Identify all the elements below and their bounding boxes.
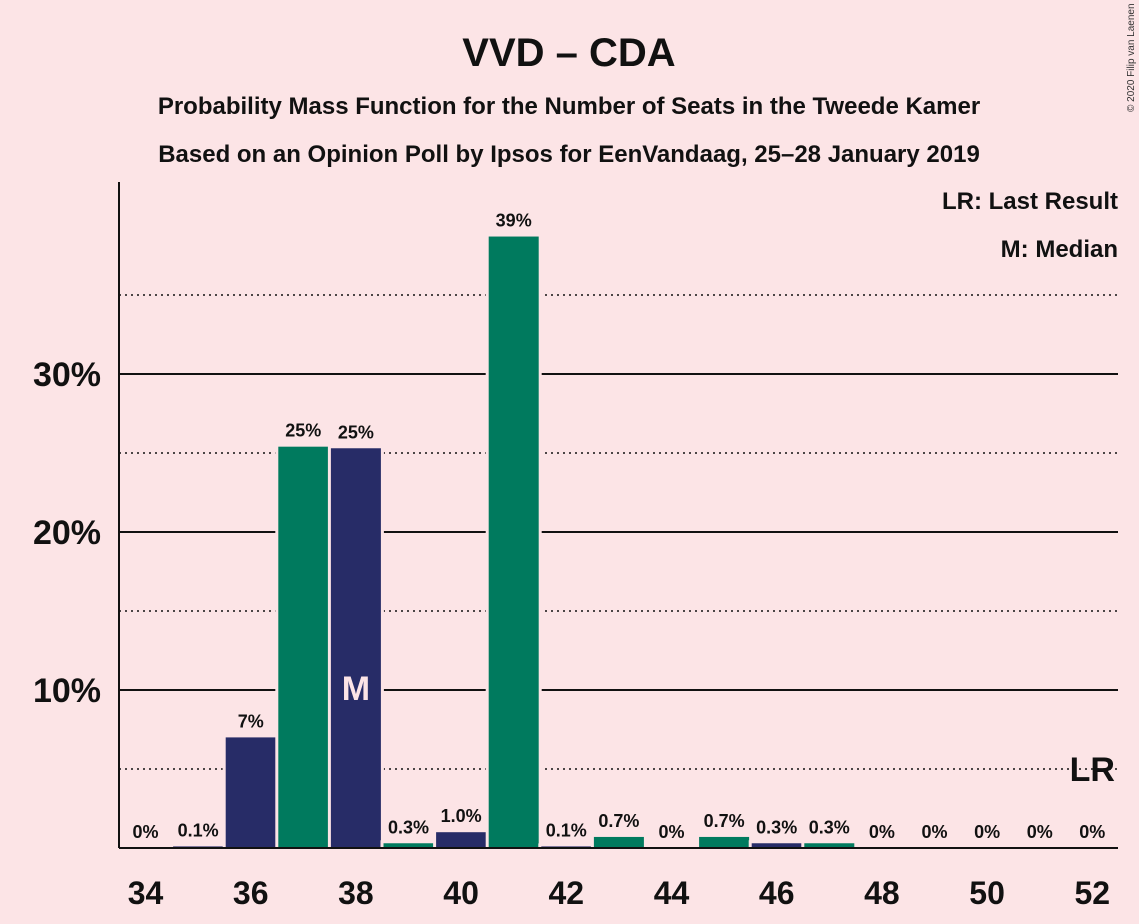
data-label-seat-51: 0% xyxy=(1027,822,1053,842)
bar-seat-39 xyxy=(383,843,434,848)
data-label-seat-43: 0.7% xyxy=(598,811,639,831)
x-tick-label: 50 xyxy=(969,875,1005,911)
data-label-seat-44: 0% xyxy=(658,822,684,842)
data-label-seat-47: 0.3% xyxy=(809,817,850,837)
x-tick-label: 44 xyxy=(654,875,690,911)
bar-seat-41 xyxy=(488,236,539,849)
bar-seat-46 xyxy=(751,843,802,848)
data-label-seat-42: 0.1% xyxy=(546,820,587,840)
x-tick-label: 38 xyxy=(338,875,374,911)
x-tick-label: 52 xyxy=(1075,875,1111,911)
x-tick-label: 46 xyxy=(759,875,795,911)
bar-gap xyxy=(538,843,595,848)
legend-median: M: Median xyxy=(1001,236,1118,263)
data-label-seat-35: 0.1% xyxy=(178,820,219,840)
bar-seat-37 xyxy=(278,446,329,848)
bar-seat-47 xyxy=(804,843,855,848)
chart-subtitle-2: Based on an Opinion Poll by Ipsos for Ee… xyxy=(158,141,980,168)
data-label-seat-48: 0% xyxy=(869,822,895,842)
data-label-seat-39: 0.3% xyxy=(388,817,429,837)
y-tick-label: 30% xyxy=(33,356,101,394)
data-label-seat-34: 0% xyxy=(132,822,158,842)
data-labels: 0% 0.1% 7% 25% 25% M 0.3% 1.0% 39% 0.1% 0.7% 0% 0.7%… xyxy=(132,211,1114,842)
data-label-seat-40: 1.0% xyxy=(441,806,482,826)
data-label-seat-46: 0.3% xyxy=(756,817,797,837)
x-tick-label: 48 xyxy=(864,875,900,911)
data-label-seat-45: 0.7% xyxy=(704,811,745,831)
y-tick-label: 20% xyxy=(33,514,101,552)
chart-title: VVD – CDA xyxy=(462,31,675,75)
bar-seat-43 xyxy=(593,836,644,848)
gridlines xyxy=(119,294,1118,770)
data-label-seat-41: 39% xyxy=(496,211,532,231)
legend-last-result: LR: Last Result xyxy=(942,188,1118,215)
x-tick-label: 36 xyxy=(233,875,269,911)
x-tick-label: 42 xyxy=(549,875,585,911)
last-result-marker: LR xyxy=(1070,751,1115,789)
bar-seat-45 xyxy=(699,836,750,848)
chart-subtitle-1: Probability Mass Function for the Number… xyxy=(158,93,980,120)
data-label-seat-38: 25% xyxy=(338,422,374,442)
data-label-seat-50: 0% xyxy=(974,822,1000,842)
x-tick-label: 40 xyxy=(443,875,479,911)
data-label-seat-37: 25% xyxy=(285,421,321,441)
x-tick-label: 34 xyxy=(128,875,164,911)
y-tick-label: 10% xyxy=(33,672,101,710)
copyright-note: © 2020 Filip van Laenen xyxy=(1126,3,1137,112)
bar-gap xyxy=(170,843,227,848)
data-label-seat-49: 0% xyxy=(921,822,947,842)
data-label-seat-36: 7% xyxy=(238,711,264,731)
bars xyxy=(170,233,858,849)
bar-seat-38 xyxy=(330,448,381,848)
data-label-seat-52: 0% xyxy=(1079,822,1105,842)
axes: 10% 20% 30% 34 36 38 40 42 44 46 48 50 52 xyxy=(33,182,1118,911)
bar-seat-40 xyxy=(436,832,487,848)
bar-seat-36 xyxy=(225,737,276,848)
median-marker: M xyxy=(342,670,370,708)
